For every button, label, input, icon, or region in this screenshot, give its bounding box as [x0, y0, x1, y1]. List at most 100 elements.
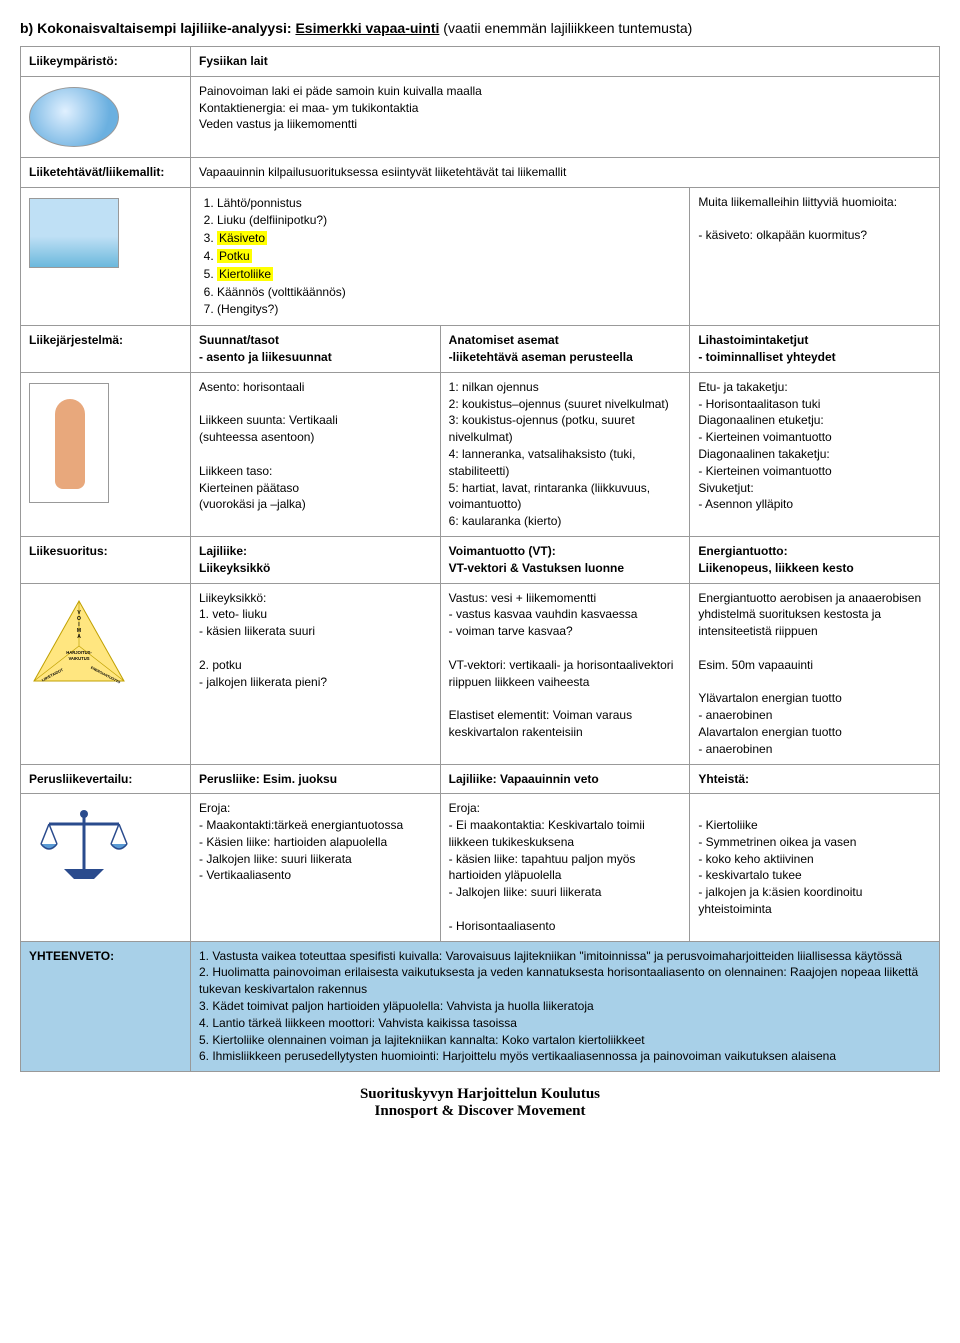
line: 6: kaularanka (kierto) [449, 513, 682, 530]
page-title: b) Kokonaisvaltaisempi lajiliike-analyys… [20, 20, 940, 36]
perf-c3: Vastus: vesi + liikemomentti - vastus ka… [440, 583, 690, 764]
row-environment: Liikeympäristö: Fysiikan lait [21, 47, 940, 77]
anatomy-image [29, 383, 109, 503]
line: - Kierteinen voimantuotto [698, 429, 931, 446]
line: - Kiertoliike [698, 817, 931, 834]
line: 4: lanneranka, vatsalihaksisto (tuki, st… [449, 446, 682, 480]
model-item: Liuku (delfiinipotku?) [217, 212, 681, 229]
row-perf-header: Liikesuoritus: Lajiliike: Liikeyksikkö V… [21, 536, 940, 583]
compare-c2: Perusliike: Esim. juoksu [191, 764, 441, 794]
line: Liikkeen suunta: Vertikaali [199, 412, 432, 429]
models-notes: Muita liikemalleihin liittyviä huomioita… [690, 187, 940, 326]
system-c3: 1: nilkan ojennus 2: koukistus–ojennus (… [440, 372, 690, 536]
line: Alavartalon energian tuotto [698, 724, 931, 741]
footer-line1: Suorituskyvyn Harjoittelun Koulutus [20, 1086, 940, 1103]
models-list: Lähtö/ponnistus Liuku (delfiinipotku?) K… [199, 195, 681, 319]
line: Sivuketjut: [698, 480, 931, 497]
line: - Horisontaalitason tuki [698, 396, 931, 413]
row-summary: YHTEENVETO: 1. Vastusta vaikea toteuttaa… [21, 941, 940, 1072]
header-sub: - toiminnalliset yhteydet [698, 350, 835, 364]
line: Esim. 50m vapaauinti [698, 657, 931, 674]
note-line: Muita liikemalleihin liittyviä huomioita… [698, 194, 931, 211]
svg-text:A: A [77, 634, 81, 640]
line: Liikeyksikkö: [199, 590, 432, 607]
line: - vastus kasvaa vauhdin kasvaessa [449, 606, 682, 623]
line: - anaerobinen [698, 741, 931, 758]
line: 2: koukistus–ojennus (suuret nivelkulmat… [449, 396, 682, 413]
line: Etu- ja takaketju: [698, 379, 931, 396]
summary-item: 6. Ihmisliikkeen perusedellytysten huomi… [199, 1048, 931, 1065]
env-line: Kontaktienergia: ei maa- ym tukikontakti… [199, 100, 931, 117]
svg-text:HARJOITUS-: HARJOITUS- [66, 650, 92, 655]
header-sub: Liikenopeus, liikkeen kesto [698, 561, 853, 575]
row-models: Lähtö/ponnistus Liuku (delfiinipotku?) K… [21, 187, 940, 326]
env-line: Veden vastus ja liikemomentti [199, 116, 931, 133]
models-list-cell: Lähtö/ponnistus Liuku (delfiinipotku?) K… [191, 187, 690, 326]
line: Vastus: vesi + liikemomentti [449, 590, 682, 607]
title-suffix: (vaatii enemmän lajiliikkeen tuntemusta) [439, 20, 692, 36]
env-header: Fysiikan lait [191, 47, 940, 77]
footer-line2: Innosport & Discover Movement [20, 1103, 940, 1120]
perf-c2-header: Lajiliike: Liikeyksikkö [191, 536, 441, 583]
page-footer: Suorituskyvyn Harjoittelun Koulutus Inno… [20, 1086, 940, 1120]
analysis-table: Liikeympäristö: Fysiikan lait Painovoima… [20, 46, 940, 1072]
line: Energiantuotto aerobisen ja anaaerobisen… [698, 590, 931, 640]
system-col2-header: Suunnat/tasot - asento ja liikesuunnat [191, 326, 441, 373]
model-highlight: Potku [217, 249, 252, 263]
triangle-diagram: V O I M A HARJOITUS- VAIKUTUS LIIKETAIDO… [29, 596, 129, 686]
line: - Maakontakti:tärkeä energiantuotossa [199, 817, 432, 834]
summary-item: 4. Lantio tärkeä liikkeen moottori: Vahv… [199, 1015, 931, 1032]
perf-c3-header: Voimantuotto (VT): VT-vektori & Vastukse… [440, 536, 690, 583]
title-prefix: b) Kokonaisvaltaisempi lajiliike-analyys… [20, 20, 295, 36]
header-sub: VT-vektori & Vastuksen luonne [449, 561, 624, 575]
line: 2. potku [199, 657, 432, 674]
summary-text: 1. Vastusta vaikea toteuttaa spesifisti … [191, 941, 940, 1072]
header-text: Voimantuotto (VT): [449, 544, 556, 558]
summary-item: 2. Huolimatta painovoiman erilaisesta va… [199, 964, 931, 998]
line: - Jalkojen liike: suuri liikerata [449, 884, 682, 901]
compare-label: Perusliikevertailu: [21, 764, 191, 794]
line: - voiman tarve kasvaa? [449, 623, 682, 640]
diffs-c4: - Kiertoliike - Symmetrinen oikea ja vas… [690, 794, 940, 941]
line: - käsien liike: tapahtuu paljon myös har… [449, 851, 682, 885]
line: - keskivartalo tukee [698, 867, 931, 884]
header-sub: Liikeyksikkö [199, 561, 270, 575]
line: (suhteessa asentoon) [199, 429, 432, 446]
row-perf-body: V O I M A HARJOITUS- VAIKUTUS LIIKETAIDO… [21, 583, 940, 764]
model-item: Potku [217, 248, 681, 265]
model-item: Lähtö/ponnistus [217, 195, 681, 212]
svg-text:VAIKUTUS: VAIKUTUS [68, 656, 89, 661]
env-text: Painovoiman laki ei päde samoin kuin kui… [191, 76, 940, 157]
line: - jalkojen ja k:äsien koordinoitu yhteis… [698, 884, 931, 918]
globe-image [29, 87, 119, 147]
line: 1. veto- liuku [199, 606, 432, 623]
line: Asento: horisontaali [199, 379, 432, 396]
model-item: Kiertoliike [217, 266, 681, 283]
header-text: Suunnat/tasot [199, 333, 279, 347]
summary-item: 1. Vastusta vaikea toteuttaa spesifisti … [199, 948, 931, 965]
tasks-text: Vapaauinnin kilpailusuorituksessa esiint… [191, 157, 940, 187]
note-line: - käsiveto: olkapään kuormitus? [698, 227, 931, 244]
compare-c4: Yhteistä: [690, 764, 940, 794]
line: - Horisontaaliasento [449, 918, 682, 935]
line: Elastiset elementit: Voiman varaus keski… [449, 707, 682, 741]
model-highlight: Kiertoliike [217, 267, 273, 281]
header-sub: -liiketehtävä aseman perusteella [449, 350, 633, 364]
summary-item: 5. Kiertoliike olennainen voiman ja laji… [199, 1032, 931, 1049]
line: - koko keho aktiivinen [698, 851, 931, 868]
env-label: Liikeympäristö: [21, 47, 191, 77]
row-environment-body: Painovoiman laki ei päde samoin kuin kui… [21, 76, 940, 157]
model-item: (Hengitys?) [217, 301, 681, 318]
perf-c2: Liikeyksikkö: 1. veto- liuku - käsien li… [191, 583, 441, 764]
line: - Kierteinen voimantuotto [698, 463, 931, 480]
header-text: Lihastoimintaketjut [698, 333, 808, 347]
compare-c3: Lajiliike: Vapaauinnin veto [440, 764, 690, 794]
line: (vuorokäsi ja –jalka) [199, 496, 432, 513]
line: Diagonaalinen etuketju: [698, 412, 931, 429]
line: - käsien liikerata suuri [199, 623, 432, 640]
line: 3: koukistus-ojennus (potku, suuret nive… [449, 412, 682, 446]
model-item: Käännös (volttikäännös) [217, 284, 681, 301]
line: 5: hartiat, lavat, rintaranka (liikkuvuu… [449, 480, 682, 514]
model-item: Käsiveto [217, 230, 681, 247]
line: - Jalkojen liike: suuri liikerata [199, 851, 432, 868]
